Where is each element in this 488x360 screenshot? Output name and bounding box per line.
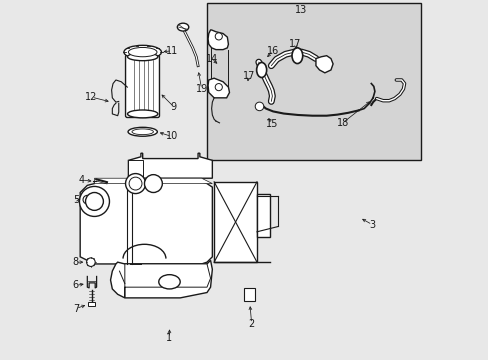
FancyBboxPatch shape [125, 55, 159, 117]
Circle shape [255, 102, 263, 111]
Circle shape [144, 175, 162, 193]
Circle shape [83, 195, 91, 204]
Ellipse shape [128, 127, 157, 136]
Polygon shape [207, 78, 229, 98]
Bar [244, 288, 255, 301]
Circle shape [85, 193, 103, 210]
Ellipse shape [177, 23, 188, 31]
Text: 18: 18 [336, 118, 348, 128]
Polygon shape [110, 260, 212, 298]
Polygon shape [207, 30, 228, 50]
Text: 2: 2 [248, 319, 254, 329]
Text: 14: 14 [205, 54, 217, 64]
Circle shape [80, 186, 109, 216]
Ellipse shape [291, 48, 302, 64]
Circle shape [215, 84, 222, 91]
Text: 10: 10 [165, 131, 178, 141]
Ellipse shape [132, 129, 153, 135]
Bar [214, 182, 257, 262]
Text: 17: 17 [289, 39, 301, 49]
Text: 11: 11 [166, 46, 178, 56]
Bar [88, 302, 95, 306]
Text: 4: 4 [79, 175, 85, 185]
Ellipse shape [128, 48, 157, 57]
Circle shape [88, 195, 97, 204]
Polygon shape [128, 153, 212, 178]
Polygon shape [80, 182, 212, 264]
Polygon shape [128, 160, 142, 178]
Text: 9: 9 [170, 102, 177, 112]
Text: 6: 6 [73, 280, 79, 291]
Text: 17: 17 [242, 71, 254, 81]
Text: 12: 12 [85, 92, 98, 102]
Text: 16: 16 [266, 46, 279, 56]
Circle shape [125, 174, 145, 194]
Polygon shape [315, 56, 332, 73]
Text: 1: 1 [166, 333, 172, 343]
Text: 5: 5 [73, 195, 80, 204]
Ellipse shape [127, 53, 158, 61]
Polygon shape [124, 264, 210, 298]
Text: 3: 3 [368, 220, 375, 230]
Ellipse shape [127, 110, 158, 118]
Text: 13: 13 [294, 5, 306, 15]
Ellipse shape [159, 275, 180, 289]
Text: 15: 15 [265, 118, 278, 129]
FancyBboxPatch shape [257, 194, 269, 237]
Circle shape [215, 33, 222, 40]
Bar [206, 3, 421, 160]
Circle shape [129, 177, 142, 190]
Text: 8: 8 [72, 257, 78, 267]
Ellipse shape [123, 45, 161, 59]
Circle shape [86, 258, 95, 266]
Ellipse shape [256, 63, 266, 77]
Text: 19: 19 [195, 84, 207, 94]
Text: 7: 7 [73, 303, 79, 314]
Polygon shape [94, 178, 212, 184]
